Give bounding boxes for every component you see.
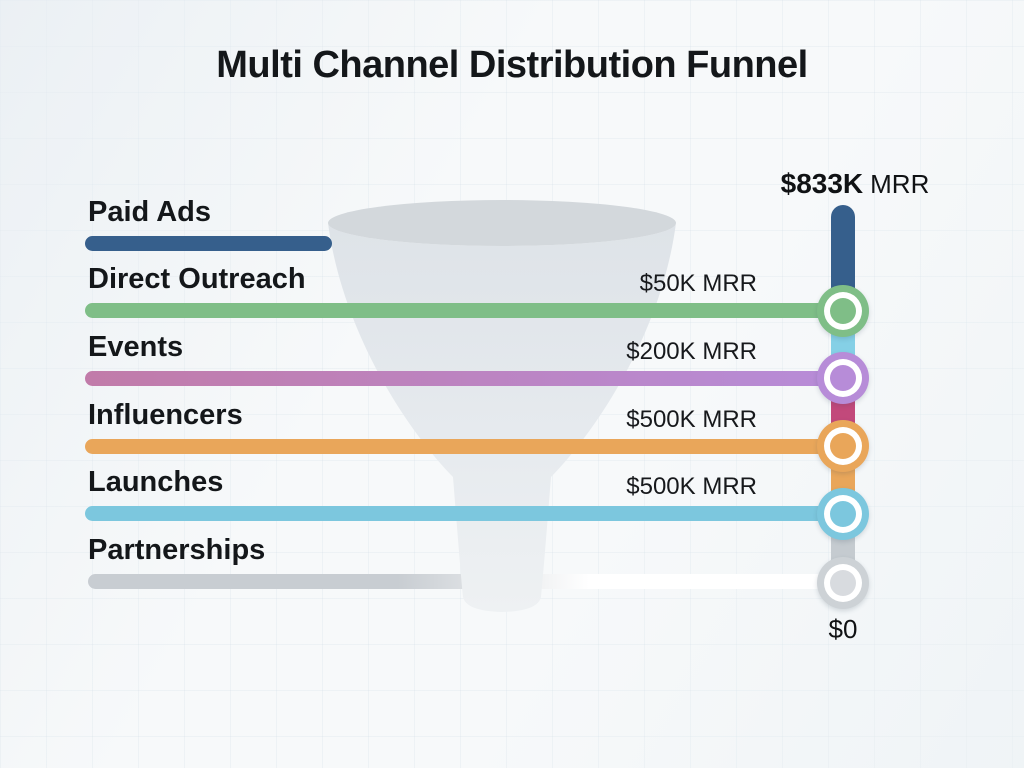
bar-launches (85, 506, 843, 521)
top-mrr-suffix: MRR (870, 169, 930, 199)
mrr-value-influencers: $500K MRR (626, 406, 757, 433)
node-core (830, 501, 856, 527)
bar-direct-outreach (85, 303, 843, 318)
node-partnerships (817, 557, 869, 609)
bar-events (85, 371, 843, 386)
bar-paid-ads (85, 236, 332, 251)
channel-label-events: Events (88, 331, 184, 363)
node-ring (824, 495, 862, 533)
channel-label-influencers: Influencers (88, 399, 243, 431)
bar-influencers (85, 439, 843, 454)
node-core (830, 365, 856, 391)
mrr-value-launches: $500K MRR (626, 473, 757, 500)
top-mrr-value: $833K (780, 168, 864, 199)
chart-title: Multi Channel Distribution Funnel (216, 44, 808, 86)
node-launches (817, 488, 869, 540)
node-core (830, 570, 856, 596)
channel-label-direct-outreach: Direct Outreach (88, 263, 306, 295)
node-core (830, 298, 856, 324)
mrr-value-events: $200K MRR (626, 338, 757, 365)
node-direct-outreach (817, 285, 869, 337)
node-ring (824, 564, 862, 602)
bar-partnerships (88, 574, 825, 589)
mrr-value-direct-outreach: $50K MRR (639, 270, 757, 297)
channel-label-partnerships: Partnerships (88, 534, 266, 566)
bottom-mrr-annotation: $0 (828, 614, 858, 644)
node-core (830, 433, 856, 459)
node-ring (824, 427, 862, 465)
node-influencers (817, 420, 869, 472)
node-events (817, 352, 869, 404)
node-ring (824, 292, 862, 330)
channel-label-paid-ads: Paid Ads (88, 196, 212, 228)
channel-label-launches: Launches (88, 466, 224, 498)
funnel-rim (328, 200, 676, 246)
node-ring (824, 359, 862, 397)
top-mrr-annotation: $833K MRR (755, 168, 955, 200)
